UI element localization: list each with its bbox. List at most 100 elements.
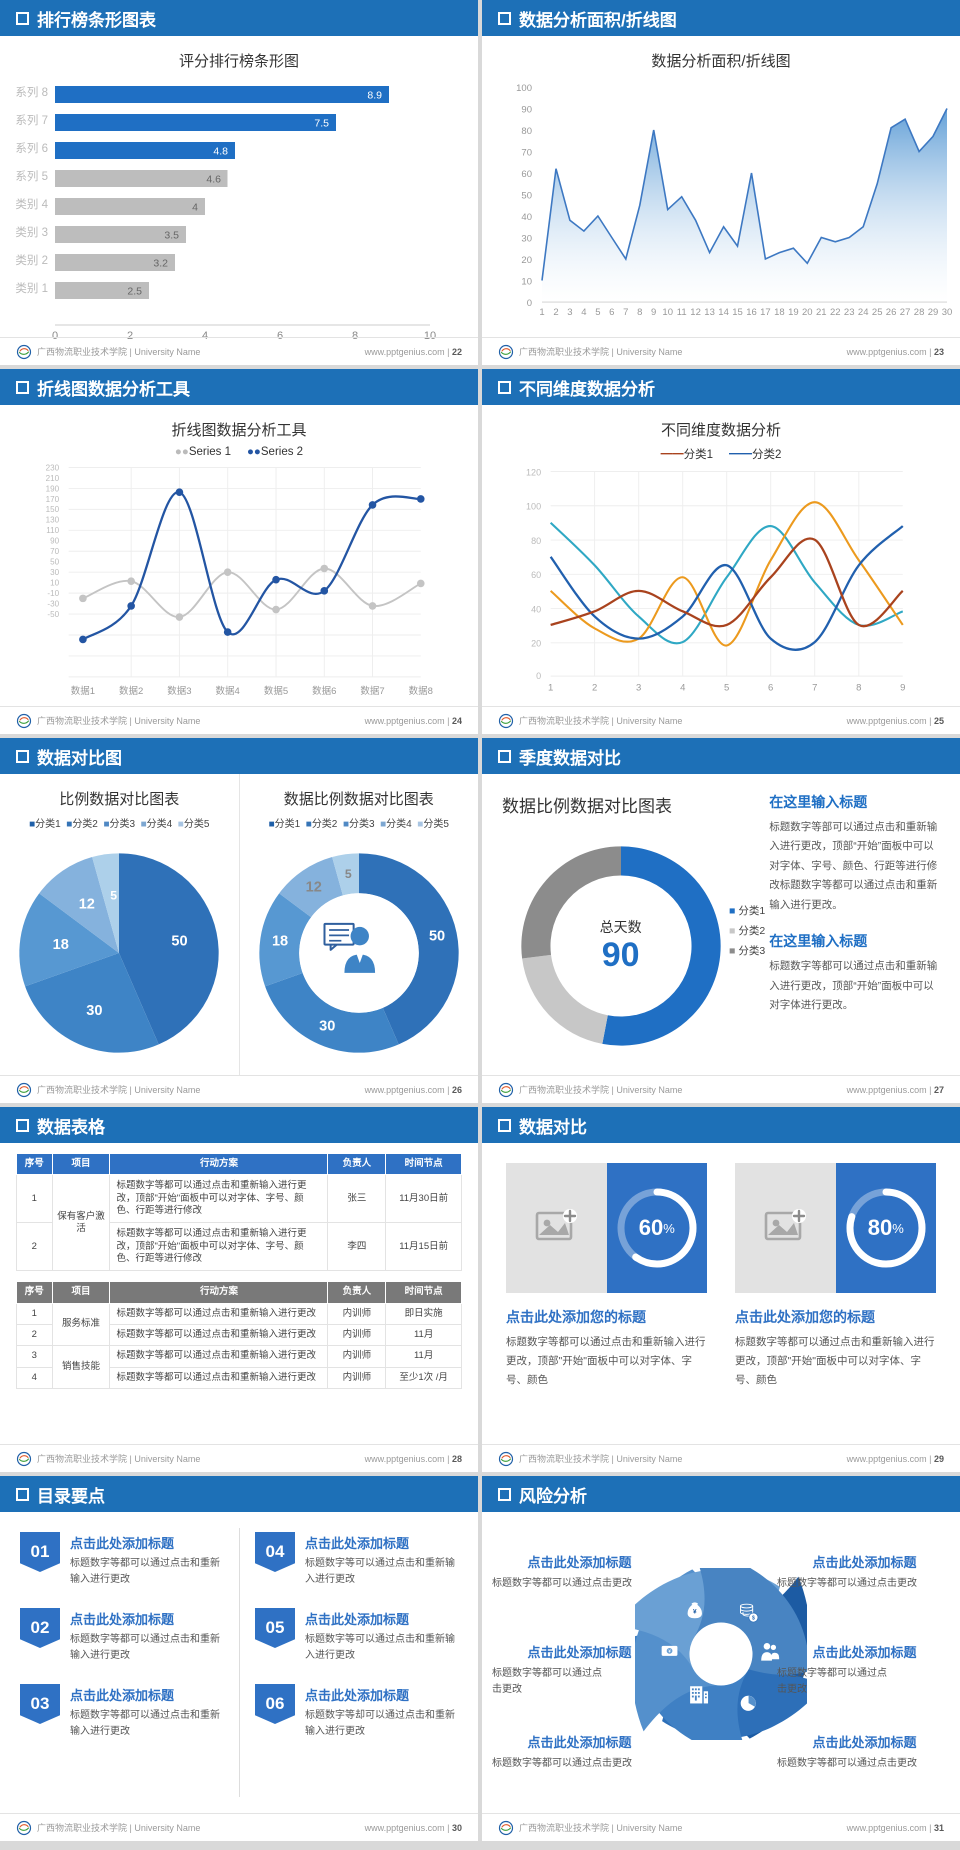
svg-text:类别 1: 类别 1 <box>15 281 48 295</box>
svg-text:1: 1 <box>539 307 544 318</box>
svg-text:1: 1 <box>548 682 553 693</box>
svg-text:10: 10 <box>662 307 673 318</box>
svg-text:15: 15 <box>732 307 743 318</box>
svg-text:3: 3 <box>636 682 641 693</box>
svg-text:90: 90 <box>50 537 59 546</box>
svg-text:数据3: 数据3 <box>167 685 191 697</box>
svg-text:$: $ <box>752 1615 755 1621</box>
svg-text:18: 18 <box>272 933 288 949</box>
svg-text:4: 4 <box>680 682 685 693</box>
svg-text:12: 12 <box>305 880 321 896</box>
svg-text:3.2: 3.2 <box>153 258 168 270</box>
svg-text:数据7: 数据7 <box>360 685 384 697</box>
svg-text:230: 230 <box>46 463 60 472</box>
svg-text:40: 40 <box>531 604 541 614</box>
svg-text:50: 50 <box>172 933 188 949</box>
svg-text:7: 7 <box>623 307 628 318</box>
svg-text:170: 170 <box>46 495 60 504</box>
svg-text:8.9: 8.9 <box>367 90 382 102</box>
svg-text:3: 3 <box>567 307 572 318</box>
svg-text:6: 6 <box>768 682 773 693</box>
svg-text:2.5: 2.5 <box>127 286 142 298</box>
svg-text:10: 10 <box>50 579 59 588</box>
svg-text:40: 40 <box>521 212 532 223</box>
svg-text:3.5: 3.5 <box>164 230 179 242</box>
svg-text:24: 24 <box>858 307 869 318</box>
svg-text:数据5: 数据5 <box>264 685 288 697</box>
svg-text:60: 60 <box>521 169 532 180</box>
svg-text:17: 17 <box>760 307 771 318</box>
svg-text:20: 20 <box>531 639 541 649</box>
svg-text:28: 28 <box>914 307 925 318</box>
svg-text:30: 30 <box>319 1018 335 1034</box>
svg-text:150: 150 <box>46 505 60 514</box>
svg-text:类别 2: 类别 2 <box>15 253 48 267</box>
svg-text:21: 21 <box>816 307 827 318</box>
svg-text:类别 3: 类别 3 <box>15 225 48 239</box>
svg-text:18: 18 <box>774 307 785 318</box>
svg-text:14: 14 <box>718 307 729 318</box>
svg-text:30: 30 <box>87 1003 103 1019</box>
svg-text:25: 25 <box>872 307 883 318</box>
svg-text:系列 8: 系列 8 <box>15 85 48 99</box>
svg-text:数据6: 数据6 <box>312 685 336 697</box>
svg-text:23: 23 <box>844 307 855 318</box>
svg-text:4.8: 4.8 <box>213 146 228 158</box>
svg-text:12: 12 <box>79 897 95 913</box>
svg-text:2: 2 <box>553 307 558 318</box>
svg-text:-50: -50 <box>47 610 59 619</box>
svg-text:70: 70 <box>521 148 532 159</box>
svg-text:210: 210 <box>46 474 60 483</box>
svg-text:0: 0 <box>536 671 541 681</box>
svg-text:190: 190 <box>46 484 60 493</box>
svg-text:9: 9 <box>651 307 656 318</box>
svg-text:70: 70 <box>50 547 59 556</box>
svg-text:8: 8 <box>856 682 861 693</box>
svg-text:5: 5 <box>110 888 117 902</box>
svg-text:26: 26 <box>886 307 897 318</box>
svg-text:100: 100 <box>526 502 541 512</box>
svg-text:11: 11 <box>677 307 687 318</box>
svg-text:0: 0 <box>527 298 532 309</box>
svg-text:27: 27 <box>900 307 911 318</box>
svg-text:7: 7 <box>812 682 817 693</box>
svg-text:30: 30 <box>942 307 953 318</box>
svg-text:¥: ¥ <box>693 1609 697 1616</box>
svg-text:5: 5 <box>724 682 729 693</box>
svg-text:50: 50 <box>429 929 445 945</box>
svg-text:系列 6: 系列 6 <box>15 141 48 155</box>
svg-text:80: 80 <box>531 536 541 546</box>
svg-text:19: 19 <box>788 307 799 318</box>
svg-text:系列 5: 系列 5 <box>15 169 48 183</box>
svg-text:-30: -30 <box>47 599 59 608</box>
svg-text:130: 130 <box>46 516 60 525</box>
svg-text:80: 80 <box>521 126 532 137</box>
svg-text:系列 7: 系列 7 <box>15 113 48 127</box>
svg-text:16: 16 <box>746 307 757 318</box>
svg-text:数据8: 数据8 <box>409 685 433 697</box>
svg-text:120: 120 <box>526 467 541 477</box>
svg-text:18: 18 <box>53 937 69 953</box>
svg-text:20: 20 <box>521 255 532 266</box>
svg-text:数据1: 数据1 <box>71 685 95 697</box>
svg-text:10: 10 <box>521 277 532 288</box>
svg-text:60: 60 <box>531 570 541 580</box>
svg-text:2: 2 <box>592 682 597 693</box>
svg-text:7.5: 7.5 <box>314 118 329 130</box>
svg-text:13: 13 <box>704 307 715 318</box>
svg-text:5: 5 <box>345 867 352 881</box>
svg-text:50: 50 <box>50 558 59 567</box>
svg-text:30: 30 <box>50 568 59 577</box>
svg-text:类别 4: 类别 4 <box>15 197 48 211</box>
svg-text:-10: -10 <box>47 589 59 598</box>
svg-text:110: 110 <box>46 526 59 535</box>
svg-text:数据2: 数据2 <box>119 685 143 697</box>
svg-text:22: 22 <box>830 307 841 318</box>
svg-text:29: 29 <box>928 307 939 318</box>
svg-text:5: 5 <box>595 307 600 318</box>
svg-text:50: 50 <box>521 191 532 202</box>
svg-text:90: 90 <box>521 105 532 116</box>
svg-text:数据4: 数据4 <box>216 685 240 697</box>
svg-text:8: 8 <box>637 307 642 318</box>
svg-text:12: 12 <box>690 307 701 318</box>
